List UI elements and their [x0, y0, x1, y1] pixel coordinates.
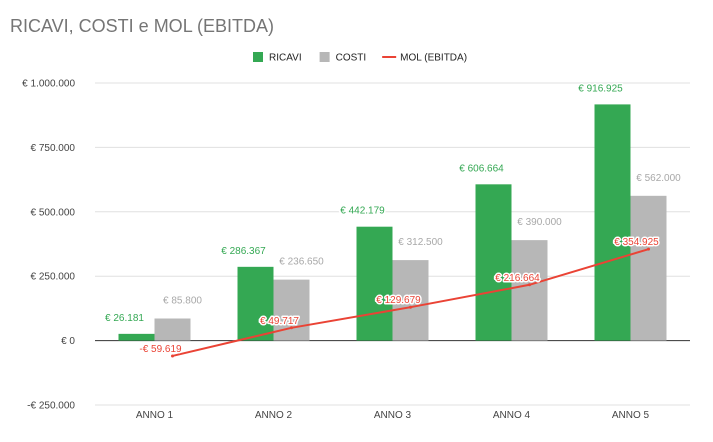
y-tick-label: € 1.000.000: [22, 79, 75, 90]
bar-ricavi: [475, 184, 512, 341]
bar-ricavi: [118, 333, 155, 341]
data-label: € 236.650: [279, 257, 324, 268]
y-tick-label: € 0: [61, 336, 75, 347]
y-tick-label: € 750.000: [31, 143, 76, 154]
y-tick-label: -€ 250.000: [27, 401, 75, 412]
x-tick-label: ANNO 3: [374, 410, 412, 421]
x-tick-label: ANNO 2: [255, 410, 293, 421]
line-point: [171, 354, 174, 358]
bar-costi: [630, 195, 667, 341]
data-label: € 606.664: [459, 163, 504, 174]
bar-costi: [511, 240, 548, 341]
chart-title: RICAVI, COSTI e MOL (EBITDA): [10, 16, 275, 36]
y-tick-label: € 250.000: [31, 272, 76, 283]
line-point: [647, 247, 650, 251]
data-label: € 354.925: [614, 237, 659, 248]
data-label: € 49.717: [260, 316, 299, 327]
y-axis: -€ 250.000 € 0 € 250.000 € 500.000 € 750.000…: [22, 79, 75, 412]
data-labels: € 26.181 € 286.367 € 442.179 € 606.664 € 916…: [104, 82, 683, 357]
data-label: € 286.367: [221, 246, 266, 257]
x-tick-label: ANNO 4: [493, 410, 531, 421]
data-label: € 85.800: [163, 295, 202, 306]
data-label: € 26.181: [105, 313, 144, 324]
legend-swatch: [253, 52, 263, 62]
data-label: € 916.925: [578, 83, 623, 94]
bar-ricavi: [356, 226, 393, 341]
legend-label: MOL (EBITDA): [400, 53, 467, 64]
x-tick-label: ANNO 1: [136, 410, 174, 421]
data-label: € 312.500: [398, 237, 443, 248]
y-tick-label: € 500.000: [31, 207, 76, 218]
bar-series: [118, 104, 667, 341]
legend-label: RICAVI: [269, 53, 302, 64]
legend-label: COSTI: [336, 53, 367, 64]
data-label: -€ 59.619: [139, 344, 182, 355]
data-label: € 129.679: [376, 295, 421, 306]
line-point: [409, 305, 412, 309]
x-axis: ANNO 1 ANNO 2 ANNO 3 ANNO 4 ANNO 5: [136, 410, 650, 421]
bar-ricavi: [237, 266, 274, 341]
data-label: € 216.664: [495, 273, 540, 284]
line-point: [528, 283, 531, 287]
line-point: [290, 326, 293, 330]
bar-ricavi: [594, 104, 631, 341]
bar-costi: [392, 260, 429, 341]
data-label: € 562.000: [636, 173, 681, 184]
legend-swatch: [319, 52, 330, 62]
line-series: [171, 247, 650, 358]
bar-costi: [154, 318, 191, 341]
data-label: € 390.000: [517, 217, 562, 228]
x-tick-label: ANNO 5: [612, 410, 650, 421]
data-label: € 442.179: [340, 206, 385, 217]
chart-legend: RICAVI COSTI MOL (EBITDA): [253, 52, 467, 64]
